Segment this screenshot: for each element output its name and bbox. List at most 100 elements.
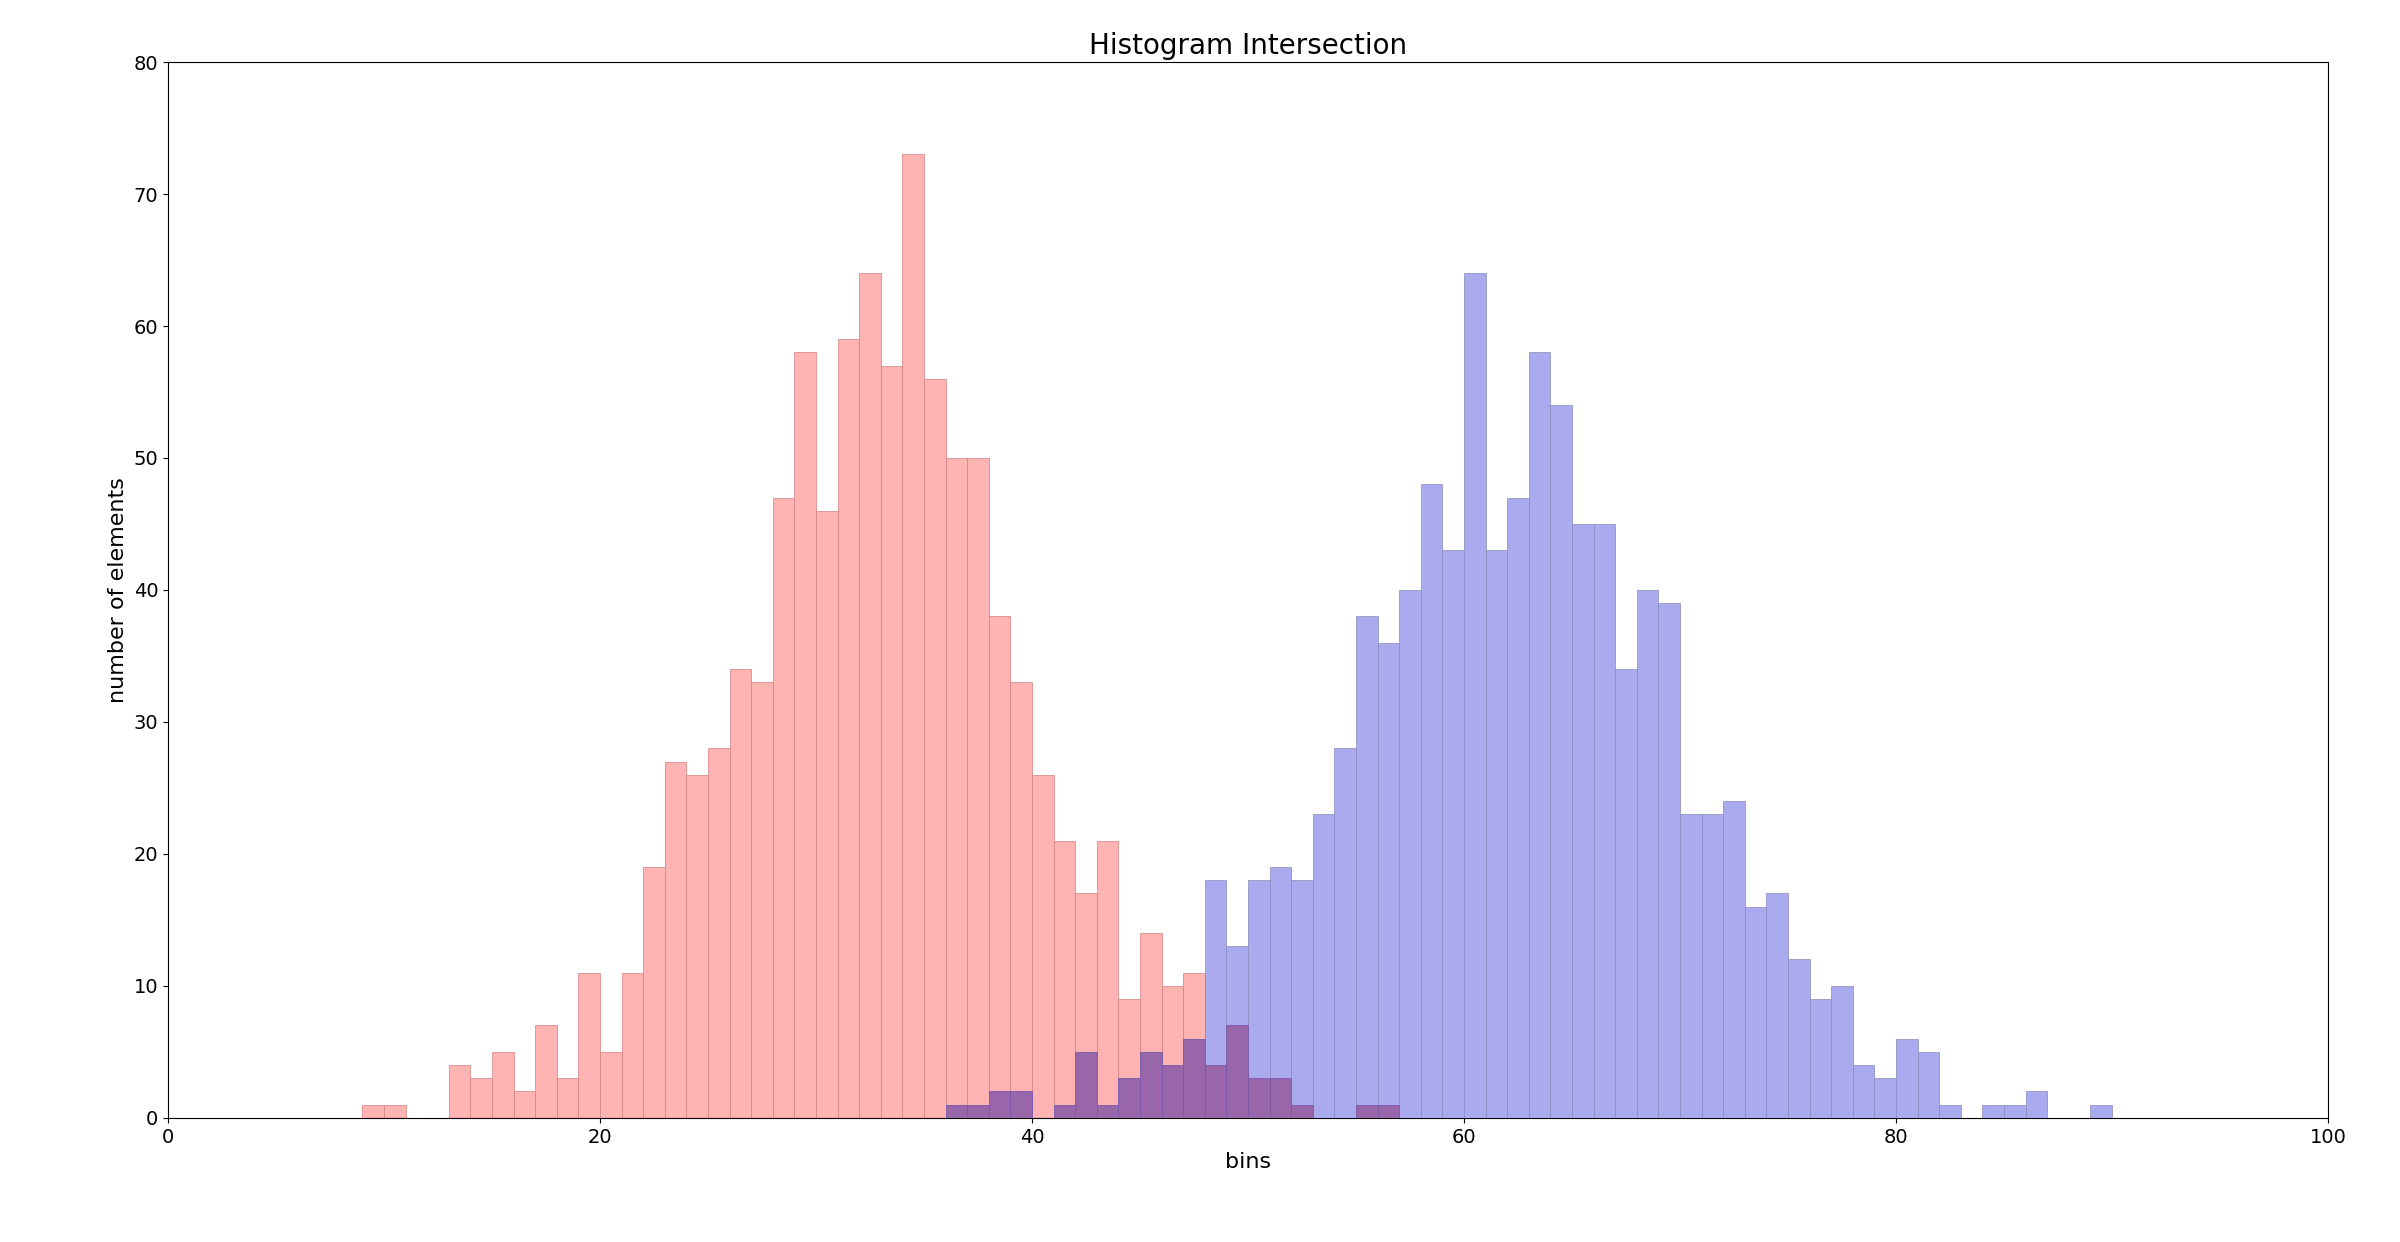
Bar <box>1939 1104 1961 1118</box>
Bar <box>1183 1038 1205 1118</box>
Y-axis label: number of elements: number of elements <box>108 477 127 703</box>
Bar <box>1097 1104 1118 1118</box>
Bar <box>1334 748 1356 1118</box>
Bar <box>1010 1092 1032 1118</box>
Bar <box>1615 669 1637 1118</box>
Bar <box>773 498 794 1118</box>
Bar <box>600 1052 622 1118</box>
Bar <box>1702 815 1723 1118</box>
Bar <box>1097 1104 1118 1118</box>
Bar <box>967 1104 989 1118</box>
Bar <box>1788 960 1810 1118</box>
Bar <box>492 1052 514 1118</box>
Bar <box>1162 1066 1183 1118</box>
Bar <box>1183 1038 1205 1118</box>
Bar <box>1118 1078 1140 1118</box>
Bar <box>1118 999 1140 1118</box>
Bar <box>1658 604 1680 1118</box>
Bar <box>1054 1104 1075 1118</box>
Bar <box>859 273 881 1118</box>
X-axis label: bins: bins <box>1224 1153 1272 1172</box>
Bar <box>622 972 643 1118</box>
Bar <box>1183 972 1205 1118</box>
Bar <box>946 1104 967 1118</box>
Bar <box>1313 815 1334 1118</box>
Bar <box>708 748 730 1118</box>
Bar <box>946 1104 967 1118</box>
Bar <box>1853 1066 1874 1118</box>
Bar <box>686 775 708 1118</box>
Bar <box>1356 616 1378 1118</box>
Bar <box>902 154 924 1118</box>
Bar <box>362 1104 384 1118</box>
Bar <box>535 1026 557 1118</box>
Bar <box>1054 1104 1075 1118</box>
Bar <box>1486 550 1507 1118</box>
Bar <box>1205 1066 1226 1118</box>
Bar <box>989 616 1010 1118</box>
Bar <box>1464 273 1486 1118</box>
Bar <box>1442 550 1464 1118</box>
Bar <box>1291 881 1313 1118</box>
Bar <box>665 761 686 1118</box>
Bar <box>1421 484 1442 1118</box>
Bar <box>816 510 838 1118</box>
Bar <box>1745 907 1766 1118</box>
Bar <box>1010 1092 1032 1118</box>
Bar <box>1248 1078 1270 1118</box>
Bar <box>384 1104 406 1118</box>
Bar <box>751 682 773 1118</box>
Bar <box>1831 986 1853 1118</box>
Bar <box>1205 1066 1226 1118</box>
Bar <box>1594 524 1615 1118</box>
Bar <box>967 1104 989 1118</box>
Bar <box>1140 1052 1162 1118</box>
Bar <box>1874 1078 1896 1118</box>
Bar <box>449 1066 470 1118</box>
Bar <box>1550 405 1572 1118</box>
Bar <box>643 867 665 1118</box>
Bar <box>2026 1092 2047 1118</box>
Bar <box>1982 1104 2004 1118</box>
Bar <box>730 669 751 1118</box>
Bar <box>1270 1078 1291 1118</box>
Bar <box>1226 946 1248 1118</box>
Bar <box>1032 775 1054 1118</box>
Bar <box>1810 999 1831 1118</box>
Bar <box>1270 1078 1291 1118</box>
Bar <box>881 365 902 1118</box>
Bar <box>1399 590 1421 1118</box>
Bar <box>578 972 600 1118</box>
Bar <box>1118 1078 1140 1118</box>
Bar <box>1075 1052 1097 1118</box>
Bar <box>1248 881 1270 1118</box>
Bar <box>1378 643 1399 1118</box>
Bar <box>1529 353 1550 1118</box>
Bar <box>557 1078 578 1118</box>
Bar <box>1356 1104 1378 1118</box>
Bar <box>1723 801 1745 1118</box>
Bar <box>1918 1052 1939 1118</box>
Bar <box>1226 1026 1248 1118</box>
Bar <box>989 1092 1010 1118</box>
Bar <box>1054 841 1075 1118</box>
Bar <box>514 1092 535 1118</box>
Bar <box>1226 1026 1248 1118</box>
Bar <box>1291 1104 1313 1118</box>
Bar <box>2090 1104 2112 1118</box>
Bar <box>470 1078 492 1118</box>
Bar <box>989 1092 1010 1118</box>
Bar <box>838 339 859 1118</box>
Bar <box>1205 881 1226 1118</box>
Bar <box>1378 1104 1399 1118</box>
Bar <box>1356 1104 1378 1118</box>
Bar <box>794 353 816 1118</box>
Bar <box>1162 986 1183 1118</box>
Bar <box>1097 841 1118 1118</box>
Bar <box>2004 1104 2026 1118</box>
Bar <box>1075 893 1097 1118</box>
Bar <box>1572 524 1594 1118</box>
Bar <box>1140 933 1162 1118</box>
Bar <box>1140 1052 1162 1118</box>
Bar <box>1162 1066 1183 1118</box>
